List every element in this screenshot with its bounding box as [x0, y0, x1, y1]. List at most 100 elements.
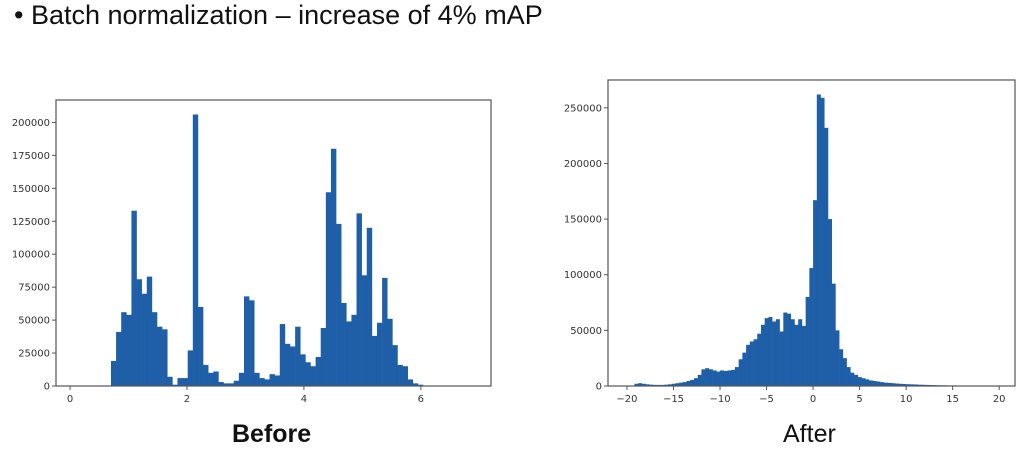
x-tick-label: −15 — [663, 394, 684, 405]
histogram-bar — [121, 312, 127, 386]
histogram-bar — [857, 377, 862, 386]
histogram-bar — [407, 379, 414, 386]
histogram-bar — [805, 296, 810, 386]
histogram-bar — [850, 372, 855, 386]
histogram-bar — [645, 384, 650, 386]
histogram-bar — [775, 319, 780, 386]
histogram-bar — [716, 371, 721, 386]
histogram-bar — [131, 210, 137, 386]
y-tick-label: 250000 — [564, 103, 602, 114]
y-tick-label: 50000 — [18, 316, 50, 327]
histogram-bar — [816, 94, 821, 386]
histogram-bar — [310, 366, 316, 386]
y-tick-label: 125000 — [12, 217, 50, 228]
histogram-bar — [809, 268, 814, 386]
y-tick-label: 200000 — [12, 118, 50, 129]
histogram-bar — [290, 346, 296, 386]
histogram-bar — [813, 200, 818, 386]
histogram-bar — [783, 312, 788, 386]
histogram-bar — [872, 380, 877, 386]
histogram-bar — [779, 331, 784, 386]
histogram-bar — [883, 382, 888, 386]
x-tick-label: −10 — [709, 394, 730, 405]
histogram-bar — [182, 378, 188, 386]
histogram-bar — [917, 384, 922, 386]
histogram-bar — [790, 319, 795, 386]
histogram-bar — [742, 352, 747, 386]
y-tick-label: 100000 — [564, 270, 602, 281]
x-tick-label: 5 — [856, 394, 862, 405]
histogram-bar — [746, 344, 751, 386]
histogram-bar — [701, 369, 706, 386]
histogram-bar — [839, 349, 844, 386]
histogram-bar — [764, 318, 769, 386]
caption-before: Before — [232, 420, 312, 448]
histogram-bar — [361, 275, 368, 386]
histogram-bar — [417, 384, 424, 386]
histogram-bar — [366, 227, 373, 386]
axes-frame — [607, 79, 1016, 387]
histogram-bar — [269, 374, 275, 386]
histogram-bar — [376, 322, 383, 386]
histogram-bar — [387, 318, 393, 386]
y-tick-label: 150000 — [12, 184, 50, 195]
histogram-bar — [305, 362, 311, 386]
histogram-bar — [110, 360, 117, 386]
slide-title: • Batch normalization – increase of 4% m… — [14, 0, 543, 30]
histogram-bar — [854, 374, 859, 386]
x-tick-label: −20 — [616, 394, 637, 405]
x-tick-label: 2 — [184, 394, 190, 405]
histogram-bar — [708, 369, 713, 386]
histogram-bar — [141, 293, 148, 386]
histogram-bar — [213, 371, 219, 386]
histogram-bar — [392, 345, 398, 386]
histogram-bar — [697, 374, 702, 386]
histogram-bar — [346, 321, 352, 386]
histogram-bar — [167, 376, 173, 386]
histogram-bar — [686, 380, 691, 386]
histogram-bar — [723, 370, 728, 386]
histogram-bar — [749, 341, 754, 386]
x-tick-label: −5 — [759, 394, 774, 405]
histogram-bar — [909, 384, 914, 386]
histogram-bar — [876, 381, 881, 386]
histogram-bar — [753, 339, 758, 386]
histogram-bar — [649, 384, 654, 386]
histogram-bar — [192, 114, 199, 387]
y-tick-label: 25000 — [18, 349, 50, 360]
histogram-bar — [382, 277, 388, 386]
x-tick-label: 6 — [418, 394, 424, 405]
histogram-bar — [351, 314, 357, 386]
histogram-bar — [787, 313, 792, 386]
histogram-bar — [902, 383, 907, 386]
histogram-bar — [801, 325, 806, 386]
histogram-bar — [846, 367, 851, 386]
histogram-bar — [208, 372, 214, 386]
histogram-bar — [402, 366, 408, 386]
histogram-bar — [861, 378, 866, 386]
histogram-bar — [356, 213, 362, 386]
x-tick-label: 0 — [67, 394, 73, 405]
histogram-bar — [320, 328, 327, 386]
histogram-bar — [228, 383, 235, 386]
y-tick-label: 150000 — [564, 215, 602, 226]
x-tick-label: 15 — [946, 394, 959, 405]
histogram-bar — [667, 384, 672, 386]
x-tick-label: 4 — [301, 394, 307, 405]
histogram-bar — [325, 192, 332, 386]
histogram-bar — [274, 375, 281, 386]
histogram-bar — [330, 148, 337, 386]
histogram-bar — [794, 324, 799, 386]
histogram-bar — [768, 317, 773, 386]
x-tick-label: 20 — [993, 394, 1006, 405]
histogram-bar — [249, 300, 255, 386]
histogram-bar — [162, 329, 168, 386]
caption-after: After — [783, 420, 836, 448]
histogram-bar — [116, 331, 122, 386]
histogram-bar — [187, 350, 194, 386]
histogram-bar — [412, 383, 419, 386]
histogram-bar — [842, 358, 847, 386]
histogram-bar — [243, 296, 250, 386]
